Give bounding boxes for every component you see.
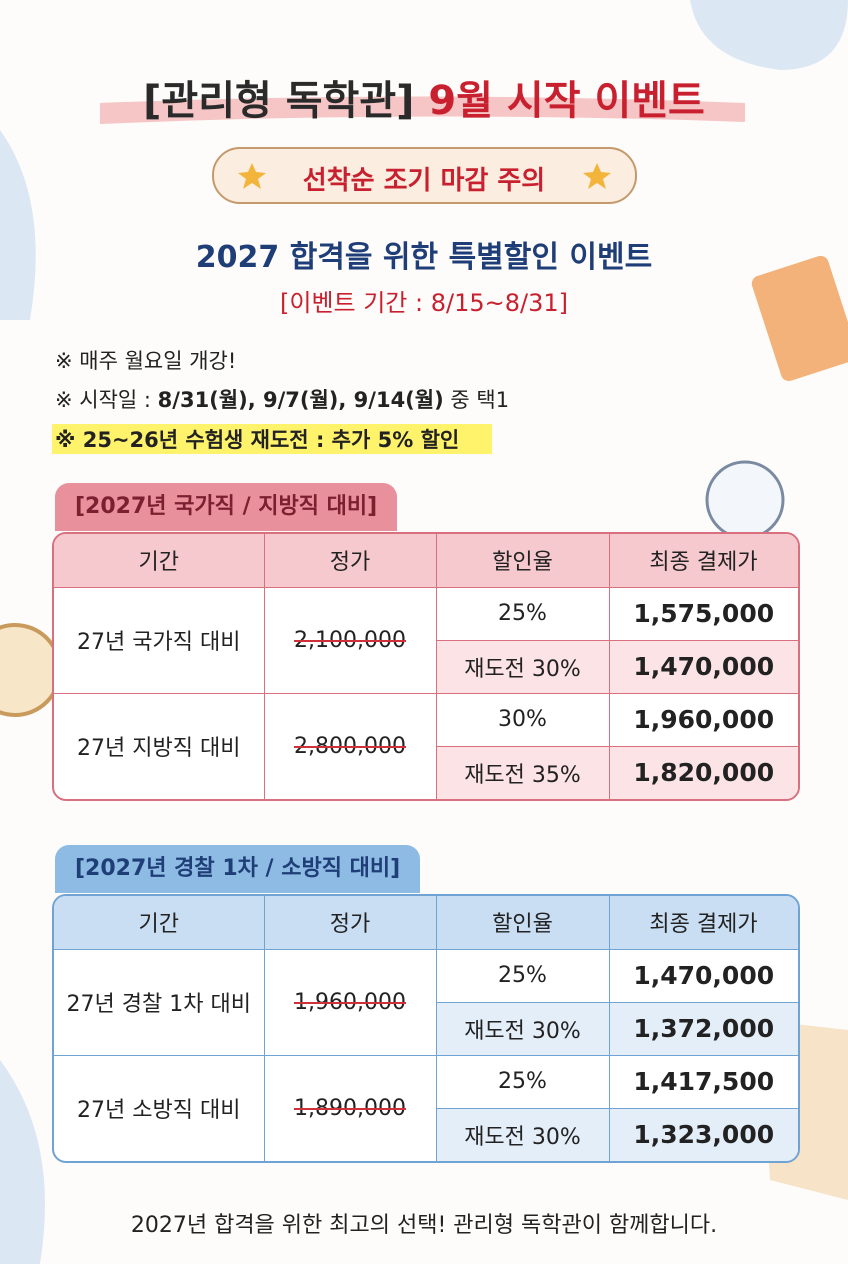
list-price: 2,100,000 [294,627,406,653]
title-main: 9월 시작 이벤트 [428,78,705,124]
list-price-cell: 2,800,000 [264,693,437,799]
note-text: ※ 시작일 : [55,388,158,412]
note-text: 중 택1 [443,388,510,412]
final-price: 1,470,000 [609,949,798,1002]
final-price: 1,323,000 [609,1108,798,1161]
period: [이벤트 기간 : 8/15~8/31] [280,289,568,317]
discount-rate: 25% [436,1055,610,1108]
subtitle: 2027 합격을 위한 특별할인 이벤트 [195,240,653,275]
column-header: 할인율 [436,896,610,949]
course-name: 27년 지방직 대비 [54,693,265,799]
header-row: 기간 정가 할인율 최종 결제가 [54,534,798,587]
price-row: 27년 지방직 대비 2,800,000 30% 1,960,000 [54,693,798,799]
final-price: 1,372,000 [609,1002,798,1055]
price-table: 기간 정가 할인율 최종 결제가 27년 경찰 1차 대비 1,960,000 25% 1,4… [52,894,800,1163]
table: 기간 정가 할인율 최종 결제가 27년 경찰 1차 대비 1,960,000 25% 1,4… [54,896,798,1161]
discount-rate: 25% [436,949,610,1002]
price-row: 재도전 30% 1,372,000 [54,1002,798,1055]
table-tab: [2027년 국가직 / 지방직 대비] [55,483,398,531]
footer: 2027년 합격을 위한 최고의 선택! 관리형 독학관이 함께합니다. [130,1213,718,1238]
final-price: 1,960,000 [609,693,798,746]
list-price: 2,800,000 [294,733,406,759]
title: [관리형 독학관] 9월 시작 이벤트 [0,68,848,126]
discount-rate: 30% [436,693,610,746]
note-highlight: ※ 25~26년 수험생 재도전 : 추가 5% 할인 [55,428,460,452]
price-row: 27년 경찰 1차 대비 1,960,000 25% 1,470,000 [54,949,798,1055]
note-dates: 8/31(월), 9/7(월), 9/14(월) [157,388,444,412]
course-name: 27년 소방직 대비 [54,1055,265,1161]
title-bracket: [관리형 독학관] [143,78,415,124]
course-name: 27년 경찰 1차 대비 [54,949,265,1055]
list-price-cell: 1,890,000 [264,1055,437,1161]
column-header: 할인율 [436,534,610,587]
discount-rate: 재도전 30% [436,1108,610,1161]
column-header: 기간 [54,896,265,949]
table: 기간 정가 할인율 최종 결제가 27년 국가직 대비 2,100,000 25% 1,575… [54,534,798,799]
final-price: 1,470,000 [609,640,798,693]
list-price-cell: 2,100,000 [264,587,437,693]
note: ※ 매주 월요일 개강! [55,349,237,373]
final-price: 1,820,000 [609,746,798,799]
column-header: 최종 결제가 [609,896,798,949]
note: ※ 시작일 : 8/31(월), 9/7(월), 9/14(월) 중 택1 [55,384,509,414]
price-row: 27년 국가직 대비 2,100,000 25% 1,575,000 [54,587,798,693]
course-name: 27년 국가직 대비 [54,587,265,693]
discount-rate: 재도전 35% [436,746,610,799]
table-tab: [2027년 경찰 1차 / 소방직 대비] [55,845,421,893]
discount-rate: 재도전 30% [436,640,610,693]
column-header: 정가 [264,896,437,949]
column-header: 정가 [264,534,437,587]
header-row: 기간 정가 할인율 최종 결제가 [54,896,798,949]
column-header: 최종 결제가 [609,534,798,587]
list-price: 1,890,000 [294,1095,406,1121]
list-price: 1,960,000 [294,989,406,1015]
discount-rate: 재도전 30% [436,1002,610,1055]
badge: 선착순 조기 마감 주의 [302,166,546,196]
final-price: 1,575,000 [609,587,798,640]
price-row: 27년 소방직 대비 1,890,000 25% 1,417,500 [54,1055,798,1161]
list-price-cell: 1,960,000 [264,949,437,1055]
discount-rate: 25% [436,587,610,640]
final-price: 1,417,500 [609,1055,798,1108]
price-table: 기간 정가 할인율 최종 결제가 27년 국가직 대비 2,100,000 25% 1,575… [52,532,800,801]
column-header: 기간 [54,534,265,587]
